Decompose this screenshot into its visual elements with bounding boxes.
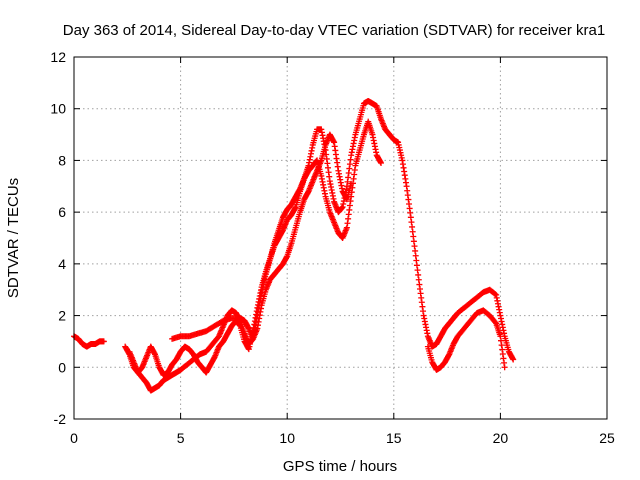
data-point-marker	[348, 180, 355, 187]
y-tick-label: 8	[58, 152, 66, 168]
y-tick-label: -2	[54, 411, 67, 427]
chart-title: Day 363 of 2014, Sidereal Day-to-day VTE…	[63, 22, 605, 39]
x-tick-label: 25	[599, 430, 615, 446]
series-track-c	[169, 131, 355, 342]
data-point-marker	[501, 364, 508, 371]
y-tick-label: 10	[50, 101, 66, 117]
x-tick-label: 5	[177, 430, 185, 446]
x-axis-label: GPS time / hours	[283, 458, 397, 475]
series-track-a-early	[71, 333, 107, 350]
x-tick-label: 15	[386, 430, 402, 446]
plot-frame	[73, 56, 608, 420]
y-tick-label: 12	[50, 49, 66, 65]
series-track-b	[126, 118, 385, 379]
data-points	[71, 97, 517, 394]
y-tick-label: 4	[58, 256, 66, 272]
y-tick-label: 0	[58, 359, 66, 375]
series-track-d	[424, 307, 508, 373]
x-tick-label: 10	[279, 430, 295, 446]
y-tick-label: 6	[58, 204, 66, 220]
data-point-marker	[378, 160, 385, 167]
data-point-marker	[492, 291, 499, 298]
y-tick-label: 2	[58, 308, 66, 324]
x-tick-label: 20	[493, 430, 509, 446]
data-point-marker	[100, 338, 107, 345]
x-tick-label: 0	[70, 430, 78, 446]
data-point-marker	[510, 356, 517, 363]
y-axis-label: SDTVAR / TECUs	[5, 178, 22, 298]
